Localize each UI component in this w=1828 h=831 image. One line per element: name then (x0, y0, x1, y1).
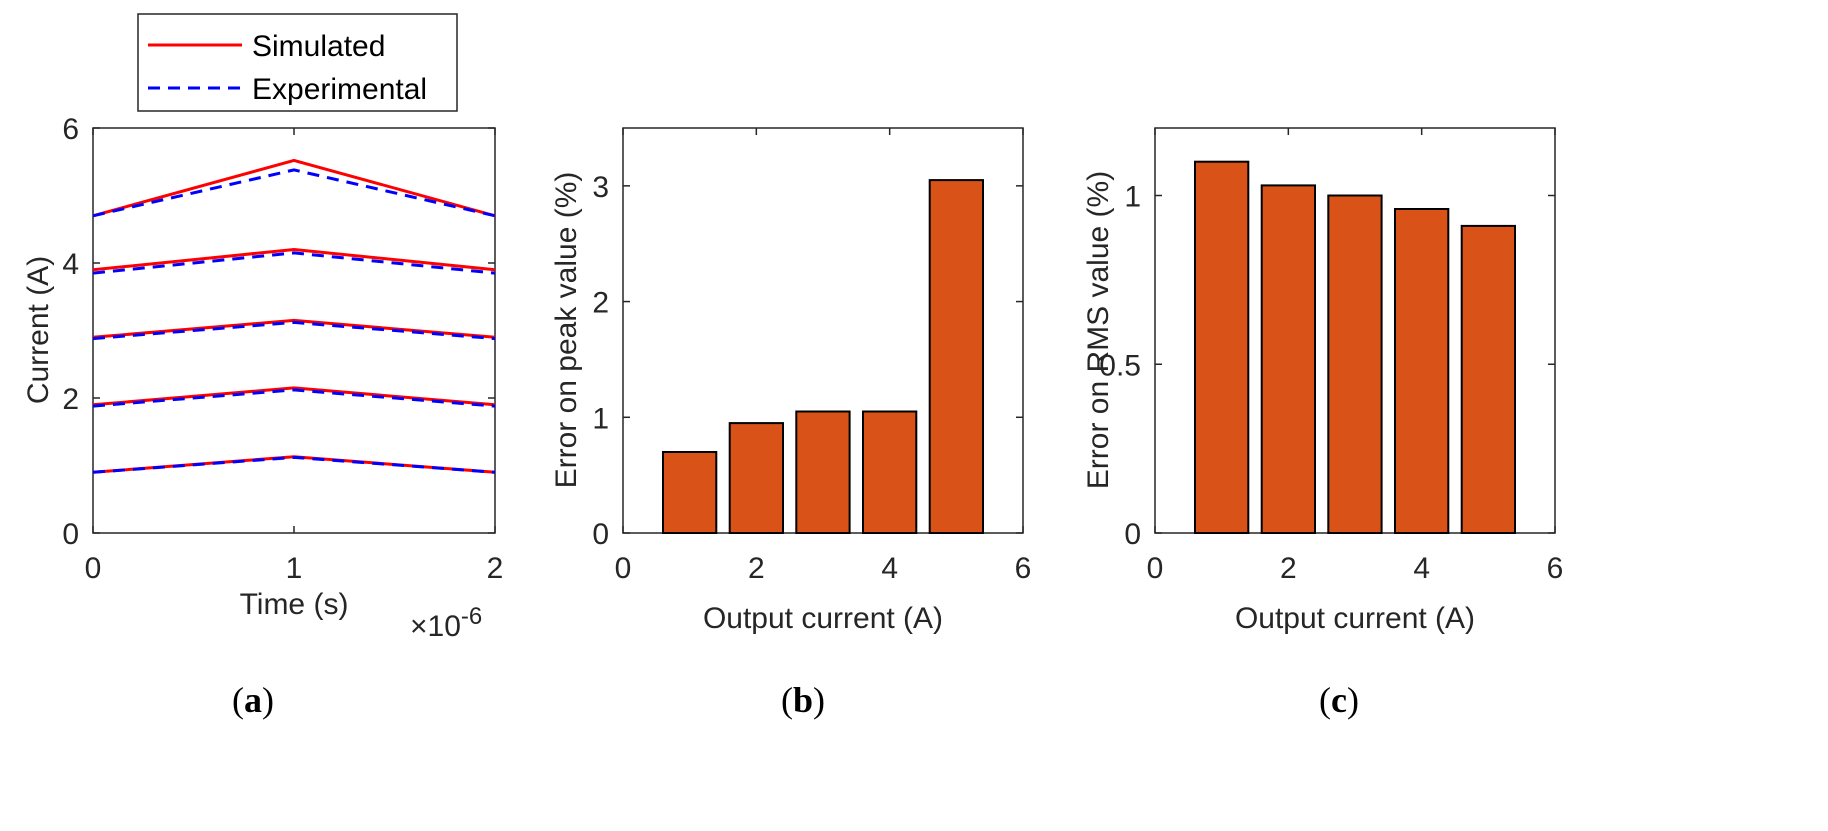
panel-b-x-tick-label: 2 (748, 552, 765, 585)
panel-a-y-tick-label: 4 (62, 248, 79, 281)
panel-a-y-tick-label: 6 (62, 113, 79, 146)
panel-c-y-tick-label: 1 (1124, 181, 1141, 214)
panel-b-y-axis-label: Error on peak value (%) (550, 172, 583, 489)
panel-b-x-tick-label: 6 (1015, 552, 1032, 585)
panel-c-x-tick-label: 4 (1413, 552, 1430, 585)
panel-a-y-tick-label: 2 (62, 383, 79, 416)
legend-experimental-label: Experimental (252, 73, 427, 106)
panel-a-current-waveforms: 0 1 2 0 2 4 6 (62, 113, 503, 585)
legend-box (137, 13, 458, 112)
panel-b-bar-4 (862, 410, 918, 534)
experimental-line-4 (92, 251, 496, 275)
panel-c-x-tick-label: 0 (1147, 552, 1164, 585)
panel-a-x-exponent-power: -6 (461, 603, 482, 630)
panel-c-label-letter: c (1331, 680, 1347, 720)
panel-b-y-tick-label: 1 (592, 402, 609, 435)
simulated-line-2 (92, 386, 496, 407)
panel-b-y-tick-label: 0 (592, 518, 609, 551)
panel-c-y-tick-label: 0 (1124, 518, 1141, 551)
panel-c-y-axis-label: Error on RMS value (%) (1082, 171, 1115, 489)
simulated-line-5 (92, 158, 496, 218)
panel-b-y-tick-label: 3 (592, 171, 609, 204)
panel-b-bar-2 (728, 422, 785, 535)
panel-a-label-close: ) (262, 680, 274, 720)
panel-b-bar-3 (795, 410, 851, 534)
panel-a-x-tick-label: 0 (85, 552, 102, 585)
panel-b-peak-error-bars: 0 2 4 6 0 1 2 3 (592, 127, 1032, 585)
legend-simulated-label: Simulated (252, 30, 385, 63)
panel-c-bar-2 (1260, 184, 1316, 534)
panel-b-x-tick-label: 4 (881, 552, 898, 585)
panel-a-y-tick-label: 0 (62, 518, 79, 551)
panel-c-x-tick-label: 6 (1547, 552, 1564, 585)
panel-a-label-letter: a (244, 680, 262, 720)
panel-b-label-open: ( (781, 680, 793, 720)
panel-a-y-axis-label: Current (A) (22, 256, 55, 404)
panel-c-bar-4 (1394, 208, 1450, 534)
panel-b-label-letter: b (793, 680, 813, 720)
panel-c-bar-3 (1327, 194, 1383, 534)
panel-a-axes-frame (92, 127, 496, 534)
panel-b-bar-1 (662, 451, 718, 534)
panel-b-bar-5 (928, 179, 985, 534)
panel-b-label-close: ) (813, 680, 825, 720)
panel-c-rms-error-bars: 0 2 4 6 0 0.5 1 (1099, 127, 1564, 585)
panel-a-label: (a) (232, 680, 274, 720)
experimental-line-3 (92, 320, 496, 341)
simulated-line-4 (92, 247, 496, 272)
simulated-line-3 (92, 318, 496, 339)
panel-c-bar-5 (1460, 224, 1516, 534)
experimental-line-5 (92, 168, 496, 218)
panel-c-label-open: ( (1319, 680, 1331, 720)
panel-b-label: (b) (781, 680, 825, 720)
panel-a-x-axis-label: Time (s) (240, 588, 349, 621)
panel-c-bar-1 (1194, 160, 1250, 534)
panel-c-x-tick-label: 2 (1280, 552, 1297, 585)
panel-c-x-axis-label: Output current (A) (1235, 602, 1475, 635)
experimental-line-1 (92, 455, 496, 474)
panel-a-x-tick-label: 2 (487, 552, 504, 585)
panel-a-x-tick-label: 1 (286, 552, 303, 585)
panel-a-x-exponent: ×10-6 (410, 603, 482, 643)
panel-a-label-open: ( (232, 680, 244, 720)
simulated-line-1 (92, 455, 496, 474)
panel-c-label-close: ) (1347, 680, 1359, 720)
experimental-line-2 (92, 388, 496, 408)
panel-c-y-tick-label: 0.5 (1099, 349, 1141, 382)
panel-b-y-tick-label: 2 (592, 287, 609, 320)
panel-c-label: (c) (1319, 680, 1359, 720)
legend: Simulated Experimental (137, 13, 458, 112)
panel-b-x-tick-label: 0 (615, 552, 632, 585)
panel-b-x-axis-label: Output current (A) (703, 602, 943, 635)
panel-a-x-exponent-prefix: ×10 (410, 610, 461, 643)
